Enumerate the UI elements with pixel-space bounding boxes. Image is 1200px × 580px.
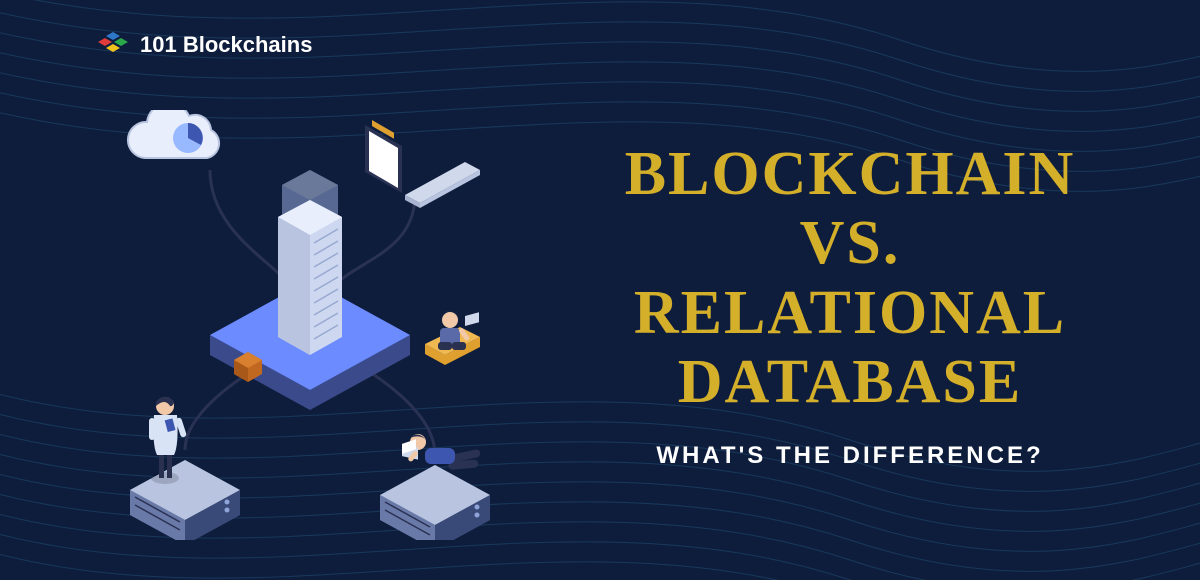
laptop-icon <box>365 120 480 208</box>
server-stack-left-icon <box>130 460 240 540</box>
person-lying-icon <box>402 434 481 470</box>
cloud-pie-icon <box>128 110 219 158</box>
isometric-illustration <box>70 110 560 540</box>
logo-cubes-icon <box>96 28 130 62</box>
subtitle: WHAT'S THE DIFFERENCE? <box>570 442 1130 470</box>
title-line-3: RELATIONAL <box>570 279 1130 348</box>
main-title: BLOCKCHAIN VS. RELATIONAL DATABASE <box>570 140 1130 418</box>
logo: 101 Blockchains <box>96 28 312 62</box>
logo-text: 101 Blockchains <box>140 32 312 58</box>
server-stack-right-icon <box>380 465 490 540</box>
title-line-2: VS. <box>570 209 1130 278</box>
title-line-1: BLOCKCHAIN <box>570 140 1130 209</box>
title-block: BLOCKCHAIN VS. RELATIONAL DATABASE WHAT'… <box>570 140 1130 470</box>
server-tower-icon <box>278 170 342 355</box>
person-sitting-icon <box>425 311 480 365</box>
title-line-4: DATABASE <box>570 348 1130 417</box>
